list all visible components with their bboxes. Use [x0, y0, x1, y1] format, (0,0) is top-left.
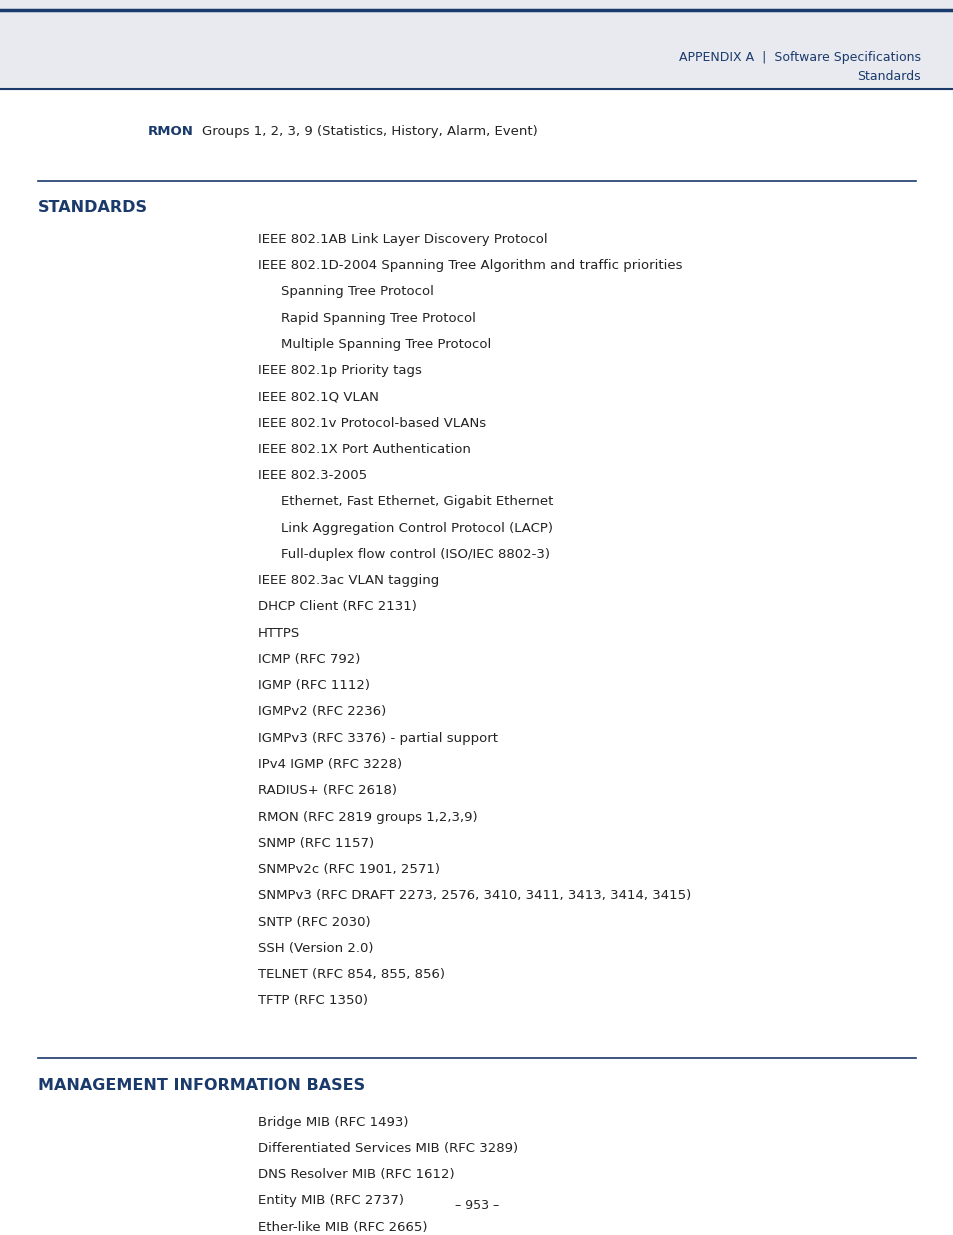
Text: IGMPv3 (RFC 3376) - partial support: IGMPv3 (RFC 3376) - partial support: [257, 731, 497, 745]
Text: TELNET (RFC 854, 855, 856): TELNET (RFC 854, 855, 856): [257, 968, 444, 981]
Text: APPENDIX A  |  Software Specifications: APPENDIX A | Software Specifications: [678, 52, 920, 64]
Text: IEEE 802.1X Port Authentication: IEEE 802.1X Port Authentication: [257, 443, 470, 456]
Text: IEEE 802.3-2005: IEEE 802.3-2005: [257, 469, 366, 482]
Text: DHCP Client (RFC 2131): DHCP Client (RFC 2131): [257, 600, 416, 614]
Text: SNMPv3 (RFC DRAFT 2273, 2576, 3410, 3411, 3413, 3414, 3415): SNMPv3 (RFC DRAFT 2273, 2576, 3410, 3411…: [257, 889, 690, 903]
Text: IEEE 802.1D-2004 Spanning Tree Algorithm and traffic priorities: IEEE 802.1D-2004 Spanning Tree Algorithm…: [257, 259, 681, 272]
Text: Groups 1, 2, 3, 9 (Statistics, History, Alarm, Event): Groups 1, 2, 3, 9 (Statistics, History, …: [202, 126, 537, 138]
Text: STANDARDS: STANDARDS: [38, 200, 148, 215]
Text: Differentiated Services MIB (RFC 3289): Differentiated Services MIB (RFC 3289): [257, 1142, 517, 1155]
Text: DNS Resolver MIB (RFC 1612): DNS Resolver MIB (RFC 1612): [257, 1168, 454, 1181]
Text: RMON (RFC 2819 groups 1,2,3,9): RMON (RFC 2819 groups 1,2,3,9): [257, 810, 476, 824]
Text: Entity MIB (RFC 2737): Entity MIB (RFC 2737): [257, 1194, 403, 1208]
Text: SNTP (RFC 2030): SNTP (RFC 2030): [257, 915, 370, 929]
Text: – 953 –: – 953 –: [455, 1199, 498, 1213]
Text: IEEE 802.1p Priority tags: IEEE 802.1p Priority tags: [257, 364, 421, 377]
Text: SNMPv2c (RFC 1901, 2571): SNMPv2c (RFC 1901, 2571): [257, 863, 439, 876]
Text: Multiple Spanning Tree Protocol: Multiple Spanning Tree Protocol: [281, 337, 491, 351]
Text: Ether-like MIB (RFC 2665): Ether-like MIB (RFC 2665): [257, 1220, 427, 1234]
Bar: [0, 0, 953, 89]
Text: Bridge MIB (RFC 1493): Bridge MIB (RFC 1493): [257, 1115, 408, 1129]
Text: Rapid Spanning Tree Protocol: Rapid Spanning Tree Protocol: [281, 311, 476, 325]
Text: IEEE 802.1v Protocol-based VLANs: IEEE 802.1v Protocol-based VLANs: [257, 416, 485, 430]
Text: MANAGEMENT INFORMATION BASES: MANAGEMENT INFORMATION BASES: [38, 1078, 365, 1093]
Text: HTTPS: HTTPS: [257, 626, 299, 640]
Text: RADIUS+ (RFC 2618): RADIUS+ (RFC 2618): [257, 784, 396, 798]
Text: Standards: Standards: [856, 70, 920, 83]
Text: IEEE 802.1AB Link Layer Discovery Protocol: IEEE 802.1AB Link Layer Discovery Protoc…: [257, 232, 547, 246]
Text: SSH (Version 2.0): SSH (Version 2.0): [257, 942, 373, 955]
Text: Full-duplex flow control (ISO/IEC 8802-3): Full-duplex flow control (ISO/IEC 8802-3…: [281, 548, 550, 561]
Text: SNMP (RFC 1157): SNMP (RFC 1157): [257, 837, 374, 850]
Text: IGMP (RFC 1112): IGMP (RFC 1112): [257, 679, 369, 692]
Text: Link Aggregation Control Protocol (LACP): Link Aggregation Control Protocol (LACP): [281, 521, 553, 535]
Text: IGMPv2 (RFC 2236): IGMPv2 (RFC 2236): [257, 705, 385, 719]
Text: IPv4 IGMP (RFC 3228): IPv4 IGMP (RFC 3228): [257, 758, 401, 771]
Text: Ethernet, Fast Ethernet, Gigabit Ethernet: Ethernet, Fast Ethernet, Gigabit Etherne…: [281, 495, 554, 509]
Text: IEEE 802.1Q VLAN: IEEE 802.1Q VLAN: [257, 390, 378, 404]
Text: ICMP (RFC 792): ICMP (RFC 792): [257, 653, 359, 666]
Text: TFTP (RFC 1350): TFTP (RFC 1350): [257, 994, 367, 1008]
Text: IEEE 802.3ac VLAN tagging: IEEE 802.3ac VLAN tagging: [257, 574, 438, 587]
Text: Spanning Tree Protocol: Spanning Tree Protocol: [281, 285, 434, 298]
Text: RMON: RMON: [148, 126, 193, 138]
